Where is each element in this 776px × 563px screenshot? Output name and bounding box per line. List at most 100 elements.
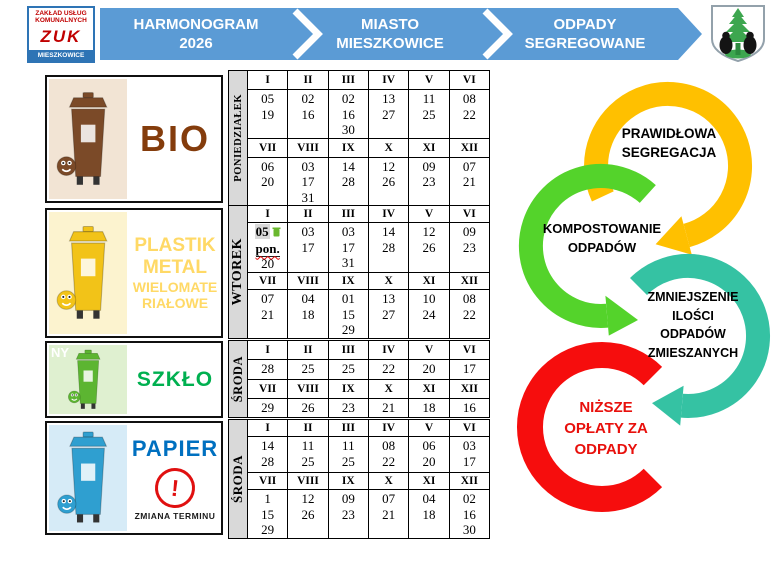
month-header: III <box>327 340 369 360</box>
date-value: 31 <box>301 189 315 205</box>
szklo-section-card: NY SZKŁO <box>45 341 223 418</box>
cycle-label-composting: KOMPOSTOWANIE ODPADÓW <box>528 219 676 257</box>
banner-segment-miasto: MIASTO MIESZKOWICE <box>336 16 444 52</box>
date-value: 11 <box>301 438 315 453</box>
date-value: 09 <box>422 158 436 174</box>
date-value: 03 <box>301 158 315 174</box>
cycle-label-line: SEGREGACJA <box>621 145 717 160</box>
date-cell: 03 17 <box>287 222 329 273</box>
date-cell: 25 <box>287 359 329 380</box>
month-header: IV <box>367 205 410 223</box>
green-bin-icon <box>272 225 281 241</box>
date-change-alert: ZMIANA TERMINU <box>134 510 216 521</box>
date-cell: 25 <box>327 359 369 380</box>
date-value: 11 <box>422 91 436 106</box>
bio-bin-image <box>49 79 127 199</box>
date-value: 25 <box>301 361 315 376</box>
date-value: 28 <box>261 361 275 376</box>
cycle-arrow-composting <box>518 164 656 336</box>
calendar-szklo: ŚRODA I II III IV V VI 28 25 25 22 20 17 VII VIII IX X XI… <box>228 340 491 418</box>
date-cell: 02 16 <box>287 89 329 139</box>
cycle-label-line: ZMNIEJSZENIE <box>647 290 739 304</box>
date-value: 29 <box>261 522 275 537</box>
date-cell: 13 27 <box>367 89 410 139</box>
date-value: 25 <box>341 453 355 469</box>
month-header: II <box>287 340 329 360</box>
header-banner: HARMONOGRAM 2026 MIASTO MIESZKOWICE ODPADY… <box>100 8 702 60</box>
wheelie-bin-icon <box>57 431 108 523</box>
date-value: 23 <box>422 174 436 189</box>
bio-section-card: BIO <box>45 75 223 203</box>
month-header: XII <box>448 379 491 399</box>
zuk-logo-acronym: ZUK <box>40 27 82 46</box>
plastik-label-line: RIAŁOWE <box>141 294 209 311</box>
cycle-label-line: ODPADÓW <box>567 240 637 255</box>
date-value: 23 <box>462 239 476 255</box>
date-value: 07 <box>462 158 476 174</box>
calendar-bio: PONIEDZIAŁEK I II III IV V VI 05 19 02 16 02 16 30 13 2… <box>228 70 491 206</box>
date-cell: 04 18 <box>287 289 329 339</box>
date-value: 16 <box>462 400 476 415</box>
month-header: VII <box>246 379 289 399</box>
date-value: 16 <box>301 106 315 122</box>
szklo-image-overlay-text: NY <box>51 345 70 360</box>
date-cell: 08 22 <box>448 289 491 339</box>
date-cell: 04 18 <box>408 489 450 539</box>
date-value: 12 <box>422 224 436 239</box>
cycle-label-segregation: PRAWIDŁOWA SEGREGACJA <box>603 124 735 162</box>
cycle-arrow-reduction <box>630 253 771 426</box>
date-value: 27 <box>382 306 396 322</box>
date-cell: 16 <box>448 398 491 418</box>
papier-section-card: PAPIER ! ZMIANA TERMINU <box>45 421 223 535</box>
date-value: 23 <box>341 506 355 522</box>
cycle-label-line: KOMPOSTOWANIE <box>542 221 662 236</box>
month-header: VIII <box>287 137 329 158</box>
date-value: 21 <box>382 400 396 415</box>
highlighted-date: 05 <box>248 224 287 241</box>
cycle-label-line: PRAWIDŁOWA <box>621 126 717 141</box>
date-value: 13 <box>382 91 396 106</box>
date-value: 20 <box>422 361 436 376</box>
zuk-logo-city: MIESZKOWICE <box>29 50 93 61</box>
date-cell: 1 15 29 <box>246 489 289 539</box>
date-value: 13 <box>382 291 396 306</box>
date-value: 12 <box>301 491 315 506</box>
date-cell: 14 28 <box>367 222 410 273</box>
month-header: I <box>246 419 289 437</box>
month-header: III <box>327 70 369 90</box>
date-cell: 09 23 <box>327 489 369 539</box>
date-value: 14 <box>261 438 275 453</box>
date-value: 21 <box>382 506 396 522</box>
month-header: IX <box>327 137 369 158</box>
month-header: IV <box>367 70 410 90</box>
month-header: VI <box>448 205 491 223</box>
date-cell: 02 16 30 <box>327 89 369 139</box>
date-value: 18 <box>422 506 436 522</box>
plastik-section-card: PLASTIK METAL WIELOMATE RIAŁOWE <box>45 208 223 338</box>
month-header: II <box>287 70 329 90</box>
date-value: 02 <box>301 91 315 106</box>
cycle-label-line: OPŁATY ZA <box>564 420 648 437</box>
date-value: 03 <box>301 224 315 239</box>
date-cell: 09 23 <box>448 222 491 273</box>
date-cell: 09 23 <box>408 156 450 206</box>
month-header: V <box>408 340 450 360</box>
date-cell: 02 16 30 <box>448 489 491 539</box>
month-header: XI <box>408 472 450 490</box>
month-header: I <box>246 340 289 360</box>
month-header: VII <box>246 472 289 490</box>
date-value: 22 <box>382 361 396 376</box>
date-value: 06 <box>422 438 436 453</box>
date-value: 31 <box>341 255 355 270</box>
month-header: III <box>327 419 369 437</box>
month-header: X <box>367 472 410 490</box>
month-header: X <box>367 379 410 399</box>
month-header: V <box>408 70 450 90</box>
date-value: 16 <box>341 106 355 122</box>
date-cell: 06 20 <box>408 436 450 473</box>
day-label: ŚRODA <box>228 419 248 539</box>
bio-label: BIO <box>139 118 210 159</box>
szklo-label: SZKŁO <box>136 367 214 391</box>
plastik-label-line: METAL <box>142 256 208 278</box>
